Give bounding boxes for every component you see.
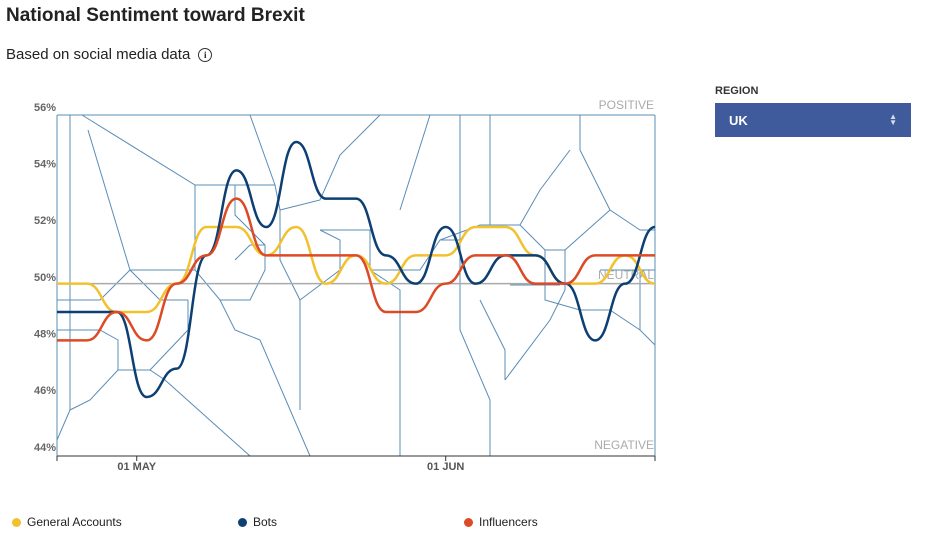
legend-label: General Accounts	[27, 515, 122, 529]
legend-label: Influencers	[479, 515, 538, 529]
legend-label: Bots	[253, 515, 278, 529]
y-tick-label: 44%	[34, 442, 56, 454]
y-tick-label: 48%	[34, 329, 56, 341]
y-tick-label: 56%	[34, 102, 56, 114]
annotation: POSITIVE	[599, 98, 654, 112]
y-tick-label: 52%	[34, 215, 56, 227]
legend-swatch	[464, 517, 473, 527]
info-icon[interactable]: i	[198, 47, 213, 62]
legend-swatch	[12, 517, 21, 527]
chart: 44% 46% 48% 50% 52% 54% 56% 01 MAY 01 JUN POSITIV…	[34, 98, 656, 473]
dropdown-value: UK	[729, 112, 748, 128]
chart-subtitle: Based on social media data i	[6, 46, 213, 63]
legend-swatch	[238, 517, 247, 527]
x-tick-label: 01 MAY	[117, 461, 156, 473]
y-tick-label: 50%	[34, 272, 56, 284]
y-tick-label: 54%	[34, 159, 56, 171]
series-line	[57, 197, 655, 342]
legend-item[interactable]: General Accounts	[12, 515, 122, 529]
dropdown-arrows: ▲ ▼	[889, 112, 897, 127]
chart-title: National Sentiment toward Brexit	[6, 5, 305, 26]
legend-item[interactable]: Influencers	[464, 515, 538, 529]
subtitle-text: Based on social media data	[6, 46, 191, 63]
x-tick-label: 01 JUN	[427, 461, 464, 473]
series-line	[56, 140, 656, 399]
annotation: NEGATIVE	[594, 438, 654, 452]
filter-label: REGION	[715, 85, 759, 97]
voronoi-overlay	[56, 114, 656, 457]
y-tick-label: 46%	[34, 385, 56, 397]
legend-item[interactable]: Bots	[238, 515, 277, 529]
region-dropdown[interactable]: UK ▲ ▼	[715, 103, 911, 137]
